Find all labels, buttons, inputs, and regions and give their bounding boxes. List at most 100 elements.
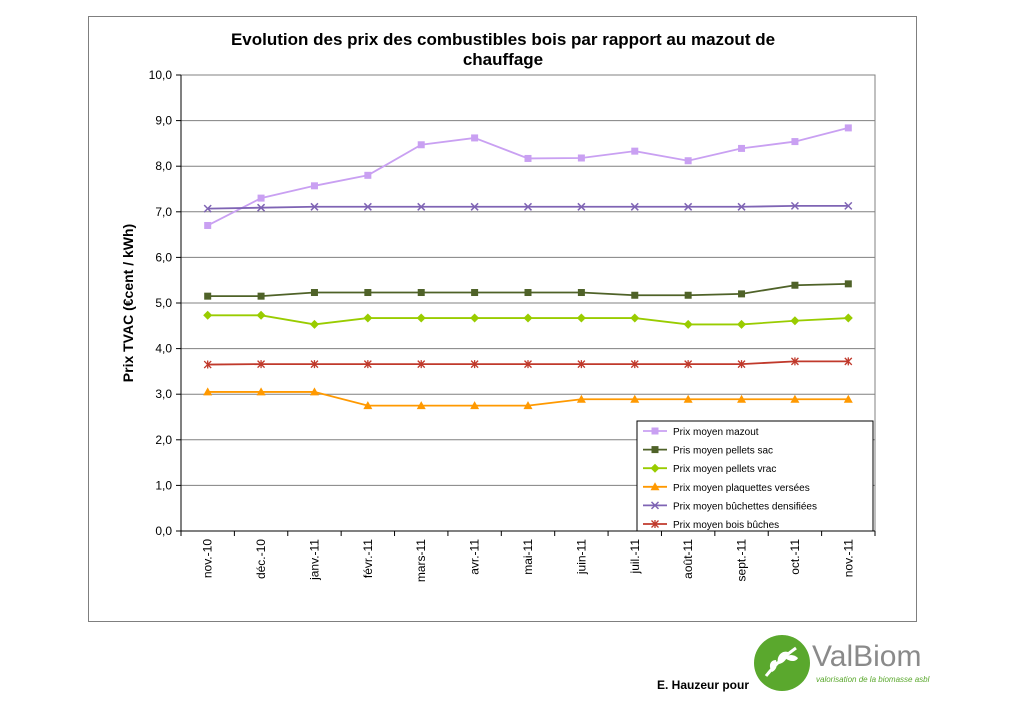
x-tick-label: nov.-10 — [201, 539, 215, 578]
legend-item: Pris moyen pellets sac — [643, 446, 773, 457]
series-3 — [203, 387, 853, 410]
legend-label: Prix moyen plaquettes versées — [673, 483, 810, 494]
data-point — [203, 360, 212, 369]
data-point — [417, 141, 425, 149]
data-point — [684, 157, 692, 165]
y-axis-label: Prix TVAC (€cent / kWh) — [120, 224, 136, 382]
data-point — [683, 319, 693, 329]
x-tick-label: févr.-11 — [361, 539, 375, 578]
legend-label: Prix moyen bûchettes densifiées — [673, 501, 817, 512]
data-point — [523, 202, 533, 211]
x-tick-label: oct.-11 — [788, 539, 802, 575]
legend-label: Pris moyen pellets sac — [673, 446, 773, 457]
data-point — [417, 289, 425, 297]
data-point — [470, 313, 480, 323]
data-point — [257, 203, 266, 212]
data-point — [524, 360, 532, 369]
data-point — [470, 360, 479, 369]
x-tick-label: nov.-11 — [841, 539, 855, 578]
line-chart: Evolution des prix des combustibles bois… — [120, 30, 876, 582]
data-point — [310, 360, 319, 369]
y-tick-label: 8,0 — [155, 159, 172, 173]
legend-marker — [650, 482, 660, 491]
data-point — [257, 360, 266, 369]
data-point — [204, 221, 212, 229]
data-point — [524, 289, 532, 297]
data-point — [737, 319, 747, 329]
data-point — [843, 394, 853, 403]
legend-marker — [651, 446, 659, 454]
legend-item: Prix moyen pellets vrac — [643, 463, 776, 475]
data-point — [416, 313, 426, 323]
data-point — [364, 289, 372, 297]
logo-wordmark: ValBiom — [812, 640, 921, 673]
x-tick-label: mai-11 — [521, 539, 535, 575]
chart-frame: Evolution des prix des combustibles bois… — [88, 16, 917, 622]
data-point — [577, 202, 586, 211]
data-point — [790, 201, 799, 210]
data-point — [790, 357, 799, 366]
y-tick-label: 6,0 — [155, 250, 172, 264]
data-point — [203, 310, 213, 320]
data-point — [257, 194, 265, 202]
data-point — [523, 313, 533, 323]
legend-item: Prix moyen plaquettes versées — [643, 482, 810, 494]
data-point — [683, 394, 693, 403]
x-tick-label: mars-11 — [414, 539, 428, 582]
data-point — [844, 201, 853, 210]
data-point — [791, 138, 799, 146]
data-point — [684, 360, 693, 369]
x-tick-label: déc.-10 — [254, 539, 268, 579]
x-tick-label: juil.-11 — [628, 539, 642, 575]
data-point — [576, 394, 586, 403]
data-point — [363, 401, 373, 410]
data-point — [737, 394, 747, 403]
data-point — [363, 202, 372, 211]
data-point — [363, 313, 373, 323]
data-point — [310, 289, 318, 297]
data-point — [843, 313, 853, 323]
legend-item: Prix moyen mazout — [643, 427, 759, 438]
data-point — [630, 394, 640, 403]
data-point — [417, 360, 426, 369]
legend-marker — [650, 463, 660, 473]
chart-title-line: chauffage — [463, 50, 543, 69]
legend-label: Prix moyen pellets vrac — [673, 464, 776, 475]
data-point — [844, 357, 853, 366]
x-tick-label: juin-11 — [574, 539, 588, 575]
y-tick-label: 0,0 — [155, 524, 172, 538]
data-point — [363, 360, 372, 369]
data-point — [577, 289, 585, 297]
x-tick-label: janv.-11 — [307, 539, 321, 581]
data-point — [631, 291, 639, 299]
data-point — [416, 401, 426, 410]
data-point — [631, 147, 639, 155]
data-point — [204, 292, 212, 300]
data-point — [309, 387, 319, 396]
data-point — [310, 182, 318, 190]
data-point — [310, 202, 319, 211]
legend-item: Prix moyen bûchettes densifiées — [643, 501, 817, 512]
data-point — [738, 144, 746, 152]
data-point — [417, 202, 426, 211]
data-point — [471, 289, 479, 297]
series-0 — [204, 124, 852, 229]
data-point — [630, 202, 639, 211]
legend-marker — [651, 427, 659, 435]
data-point — [523, 401, 533, 410]
data-point — [684, 291, 692, 299]
y-tick-label: 9,0 — [155, 114, 172, 128]
data-point — [576, 313, 586, 323]
legend-marker — [650, 501, 660, 510]
data-point — [737, 360, 746, 369]
data-point — [471, 134, 479, 142]
data-point — [256, 387, 266, 396]
data-point — [203, 387, 213, 396]
data-point — [738, 290, 746, 298]
data-point — [790, 316, 800, 326]
x-tick-label: août-11 — [681, 539, 695, 579]
legend-item: Prix moyen bois bûches — [643, 520, 779, 531]
data-point — [470, 401, 480, 410]
data-point — [844, 280, 852, 288]
y-tick-label: 7,0 — [155, 205, 172, 219]
